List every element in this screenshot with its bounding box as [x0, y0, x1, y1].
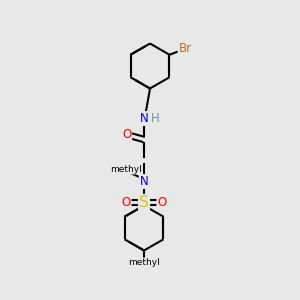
Text: O: O: [158, 196, 166, 209]
Text: methyl: methyl: [110, 165, 142, 174]
Text: methyl: methyl: [128, 258, 160, 267]
Text: S: S: [139, 195, 149, 210]
Text: N: N: [140, 175, 148, 188]
Text: Br: Br: [178, 42, 192, 55]
Text: O: O: [122, 196, 130, 209]
Text: H: H: [151, 112, 160, 125]
Text: N: N: [140, 112, 148, 125]
Text: O: O: [122, 128, 131, 141]
